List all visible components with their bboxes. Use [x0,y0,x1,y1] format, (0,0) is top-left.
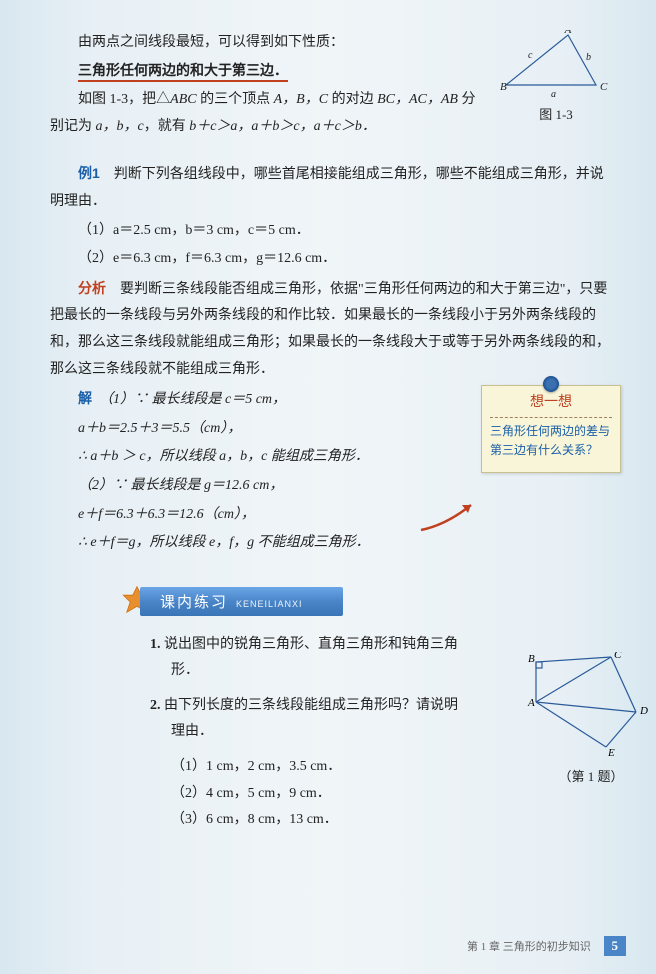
solve2b: e＋f＝6.3＋6.3＝12.6（cm）， [50,502,616,529]
svg-text:A: A [527,697,535,709]
exercise-triangle-diagram-icon: A B C D E [526,652,656,762]
sticky-body: 三角形任何两边的差与第三边有什么关系？ [490,422,612,460]
chapter-label: 第 1 章 三角形的初步知识 [467,941,591,953]
example-item1: （1）a＝2.5 cm，b＝3 cm，c＝5 cm． [50,218,616,245]
svg-text:D: D [639,705,648,717]
page-footer: 第 1 章 三角形的初步知识 5 [467,936,626,956]
example-question: 例1 判断下列各组线段中，哪些首尾相接能组成三角形，哪些不能组成三角形，并说明理… [50,160,616,215]
triangle-diagram-icon: A B C a b c [496,30,616,100]
solve1b: a＋b＝2.5＋3＝5.5（cm）， [50,416,450,443]
theorem-text: 三角形任何两边的和大于第三边． [78,64,288,82]
intro-section: A B C a b c 图 1-3 由两点之间线段最短，可以得到如下性质： 三角… [50,30,616,142]
svg-text:E: E [607,747,615,759]
solve2c: ∴ e＋f＝g，所以线段 e，f，g 不能组成三角形． [50,530,616,557]
svg-text:B: B [528,653,535,665]
analysis-para: 分析 要判断三条线段能否组成三角形，依据"三角形任何两边的和大于第三边"，只要把… [50,275,616,383]
arrow-icon [416,495,486,535]
page-content: A B C a b c 图 1-3 由两点之间线段最短，可以得到如下性质： 三角… [0,0,656,854]
svg-text:c: c [528,50,533,61]
example-item2: （2）e＝6.3 cm，f＝6.3 cm，g＝12.6 cm． [50,246,616,273]
svg-text:b: b [586,52,591,63]
svg-text:B: B [500,81,507,93]
page-number: 5 [604,936,627,956]
solve-line: 解 （1）∵ 最长线段是 c＝5 cm， [50,385,450,414]
solve1c: ∴ a＋b ＞ c，所以线段 a，b，c 能组成三角形． [50,444,450,471]
figure-1-3: A B C a b c 图 1-3 [496,30,616,123]
section-header: 课内练习 KENEILIANXI [140,587,616,617]
svg-text:C: C [614,652,622,661]
solve-label: 解 [78,390,92,406]
svg-text:C: C [600,81,608,93]
header-ribbon: 课内练习 KENEILIANXI [140,587,343,616]
sticky-title: 想一想 [490,392,612,417]
analysis-label: 分析 [78,280,106,296]
header-title: 课内练习 [160,594,228,611]
figure-caption: 图 1-3 [496,104,616,123]
svg-text:A: A [564,30,572,36]
svg-text:a: a [551,89,556,100]
exercise-2: 2. 由下列长度的三条线段能组成三角形吗？请说明理由． [150,693,470,746]
exercise-figure: A B C D E （第 1 题） [526,652,656,785]
exercise-2-sub3: （3）6 cm，8 cm，13 cm． [171,807,616,834]
sticky-note: 想一想 三角形任何两边的差与第三边有什么关系？ [481,385,621,473]
solve2a: （2）∵ 最长线段是 g＝12.6 cm， [50,473,616,500]
example-label: 例1 [78,165,100,181]
solution-block: 想一想 三角形任何两边的差与第三边有什么关系？ 解 （1）∵ 最长线段是 c＝5… [50,385,616,557]
header-pinyin: KENEILIANXI [236,599,303,609]
exercise-figure-caption: （第 1 题） [526,766,656,785]
exercises-block: A B C D E （第 1 题） 1. 说出图中的锐角三角形、直角三角形和钝角… [150,632,616,834]
exercise-1: 1. 说出图中的锐角三角形、直角三角形和钝角三角形． [150,632,470,685]
example-block: 例1 判断下列各组线段中，哪些首尾相接能组成三角形，哪些不能组成三角形，并说明理… [50,160,616,556]
